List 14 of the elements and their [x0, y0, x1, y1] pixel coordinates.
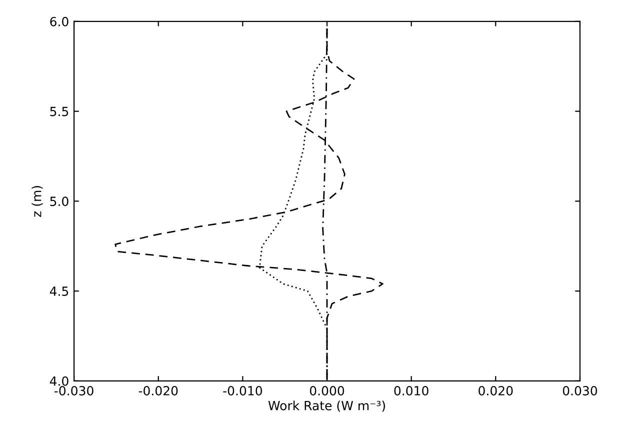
- y-tick-label: 5.5: [50, 106, 68, 116]
- x-tick-label: 0.000: [310, 386, 344, 396]
- y-tick-label: 4.0: [50, 376, 68, 386]
- x-tick-label: 0.020: [478, 386, 513, 396]
- x-tick-label: -0.010: [223, 386, 262, 396]
- y-axis-title: z (m): [32, 186, 43, 217]
- y-tick-label: 4.5: [50, 286, 68, 296]
- y-tick-label: 6.0: [50, 16, 68, 26]
- x-tick-label: 0.030: [562, 386, 598, 396]
- x-tick-label: -0.030: [54, 386, 94, 396]
- x-axis-title: Work Rate (W m⁻³): [268, 400, 385, 412]
- x-tick-label: -0.020: [138, 386, 178, 396]
- y-tick-label: 5.0: [50, 196, 68, 206]
- x-tick-label: 0.010: [394, 386, 428, 396]
